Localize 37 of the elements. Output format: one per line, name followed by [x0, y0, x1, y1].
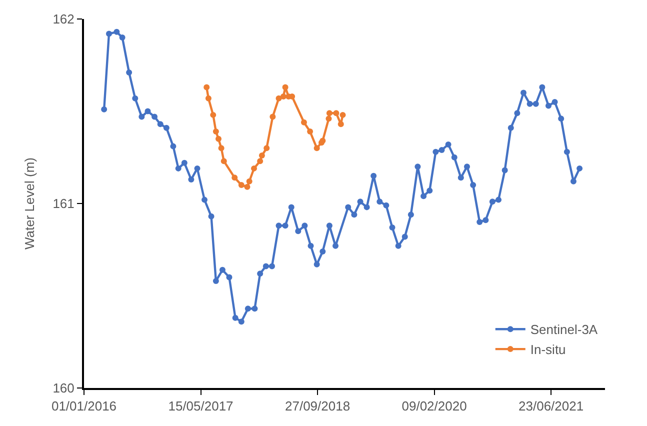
point: [212, 128, 219, 135]
point: [216, 136, 222, 142]
point: [314, 145, 320, 152]
point: [218, 145, 224, 152]
point: [264, 145, 270, 152]
point: [326, 110, 332, 116]
legend-label: Sentinel-3A: [530, 322, 598, 338]
point: [258, 152, 265, 159]
y-axis-title: Water Level (m): [22, 158, 38, 250]
x-tick-label: 09/02/2020: [402, 398, 467, 414]
point: [282, 84, 288, 90]
point: [300, 119, 307, 126]
point: [257, 158, 264, 164]
y-tick-label: 160: [52, 380, 74, 396]
point: [238, 182, 244, 188]
point: [246, 178, 252, 184]
point: [270, 114, 276, 120]
point: [338, 121, 344, 128]
point: [340, 112, 346, 118]
x-tick-label: 01/01/2016: [51, 398, 117, 414]
legend-label: In-situ: [530, 342, 566, 358]
point: [244, 184, 250, 190]
point: [205, 95, 212, 102]
point: [307, 128, 314, 135]
point: [232, 174, 238, 181]
point: [220, 158, 227, 164]
x-tick-label: 27/09/2018: [284, 398, 350, 414]
point: [210, 112, 216, 118]
point: [333, 110, 340, 116]
point: [251, 165, 258, 172]
x-tick-label: 23/06/2021: [518, 398, 584, 414]
x-tick-label: 15/05/2017: [168, 398, 234, 414]
y-tick-label: 161: [52, 196, 74, 212]
y-tick-label: 162: [52, 12, 74, 27]
point: [204, 84, 210, 90]
point: [280, 93, 286, 100]
point: [326, 116, 332, 122]
